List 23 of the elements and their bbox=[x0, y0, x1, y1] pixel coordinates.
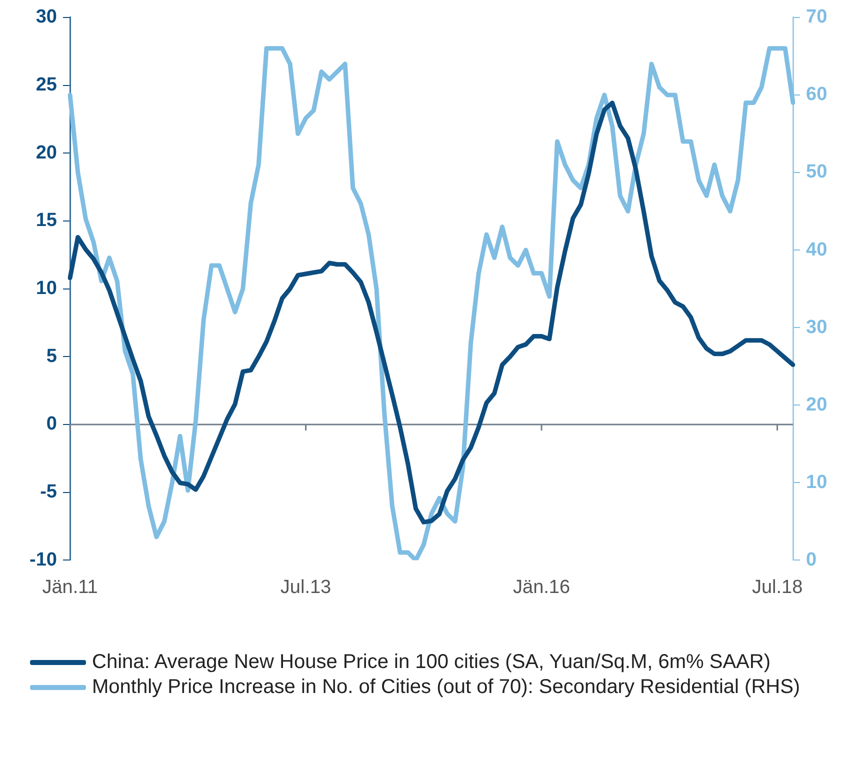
y-tick-label: 25 bbox=[36, 74, 58, 96]
y2-tick-label: 70 bbox=[806, 6, 828, 28]
y2-tick-label: 20 bbox=[806, 394, 828, 416]
y2-tick-label: 0 bbox=[806, 549, 817, 570]
y-tick-label: 0 bbox=[46, 414, 57, 435]
y-tick-label: -5 bbox=[40, 482, 58, 503]
y2-tick-label: 30 bbox=[806, 316, 828, 338]
y-tick-label: 30 bbox=[36, 6, 57, 28]
y2-tick-label: 60 bbox=[806, 84, 828, 106]
y2-tick-label: 50 bbox=[806, 162, 828, 183]
y-tick-label: 15 bbox=[36, 210, 58, 232]
y-tick-label: 5 bbox=[46, 346, 58, 367]
y2-tick-label: 10 bbox=[806, 472, 828, 493]
x-tick-label: Jän.16 bbox=[513, 576, 570, 598]
legend-label: China: Average New House Price in 100 cities (SA, Yuan/Sq.M, 6m% SAAR) bbox=[92, 650, 770, 675]
legend-label: Monthly Price Increase in No. of Cities (out of 70): Secondary Residential (RHS) bbox=[92, 675, 800, 700]
y-tick-label: 20 bbox=[36, 142, 57, 164]
x-tick-label: Jul.18 bbox=[752, 576, 803, 598]
x-tick-label: Jul.13 bbox=[280, 576, 332, 598]
y-tick-label: -10 bbox=[30, 549, 57, 570]
y2-tick-label: 40 bbox=[806, 239, 828, 260]
x-tick-label: Jän.11 bbox=[42, 576, 98, 598]
y-tick-label: 10 bbox=[36, 278, 57, 300]
